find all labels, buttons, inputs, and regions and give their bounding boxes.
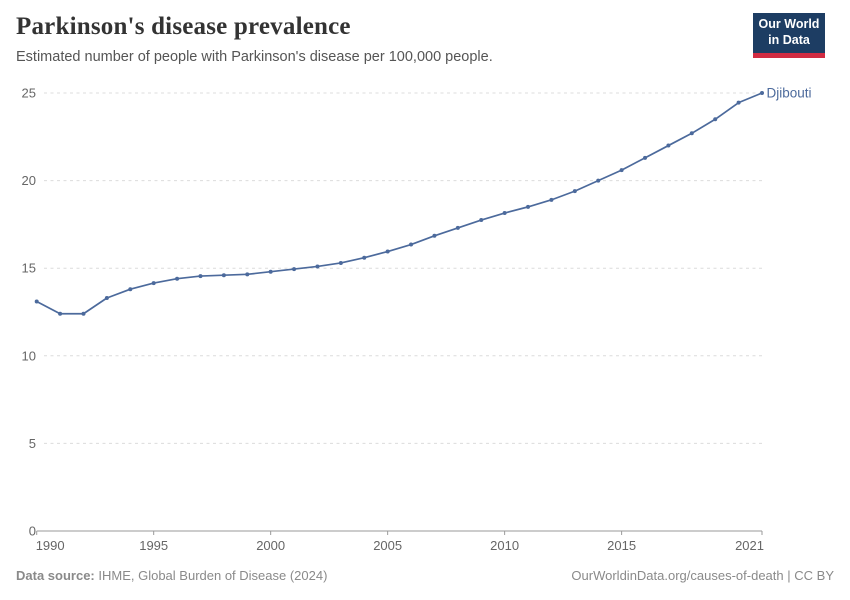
x-tick-label: 2021	[735, 538, 764, 553]
data-point	[245, 272, 250, 277]
x-tick-label: 2010	[490, 538, 519, 553]
data-point	[315, 264, 320, 269]
data-point	[409, 242, 414, 247]
chart-header: Parkinson's disease prevalence Estimated…	[16, 13, 834, 65]
data-point	[713, 117, 718, 122]
chart-subtitle: Estimated number of people with Parkinso…	[16, 49, 493, 65]
series-line-djibouti	[35, 92, 763, 315]
data-point	[175, 276, 180, 281]
data-point	[221, 273, 226, 278]
data-point	[549, 197, 554, 202]
data-point	[736, 100, 741, 105]
x-tick-label: 2015	[607, 538, 636, 553]
y-tick-label: 10	[22, 348, 36, 363]
license-link[interactable]: CC BY	[794, 568, 834, 583]
owid-logo[interactable]: Our World in Data	[753, 13, 825, 58]
data-source: Data source: IHME, Global Burden of Dise…	[16, 568, 327, 583]
data-point	[432, 233, 437, 238]
x-tick-label: 1990	[36, 538, 65, 553]
data-point	[502, 211, 507, 216]
data-point	[760, 91, 764, 95]
data-point	[643, 155, 648, 160]
x-tick-label: 2005	[373, 538, 402, 553]
data-source-text: IHME, Global Burden of Disease (2024)	[98, 568, 328, 583]
data-point	[596, 178, 601, 183]
data-point	[689, 131, 694, 136]
y-tick-label: 15	[22, 261, 36, 276]
data-point	[104, 295, 109, 300]
data-point	[526, 204, 531, 209]
data-point	[58, 311, 63, 316]
data-point	[198, 274, 203, 279]
data-point	[362, 255, 367, 260]
data-point	[455, 225, 460, 230]
data-point	[151, 281, 156, 286]
owid-url-link[interactable]: OurWorldinData.org/causes-of-death	[571, 568, 784, 583]
credit-separator: |	[787, 568, 791, 583]
data-point	[619, 168, 624, 173]
chart-footer: Data source: IHME, Global Burden of Dise…	[16, 568, 834, 583]
y-tick-label: 25	[22, 86, 36, 101]
entity-label[interactable]: Djibouti	[767, 86, 812, 101]
x-tick-label: 2000	[256, 538, 285, 553]
page-title: Parkinson's disease prevalence	[16, 13, 351, 40]
owid-logo-line2: in Data	[768, 33, 810, 47]
data-point	[338, 260, 343, 265]
data-point	[666, 143, 671, 148]
data-point	[292, 267, 297, 272]
data-point	[34, 299, 39, 304]
data-point	[81, 311, 86, 316]
x-tick-label: 1995	[139, 538, 168, 553]
credit-line: OurWorldinData.org/causes-of-death | CC …	[571, 568, 834, 583]
y-tick-label: 0	[29, 524, 36, 539]
owid-logo-line1: Our World	[758, 17, 820, 32]
data-point	[572, 189, 577, 194]
data-point	[128, 287, 133, 292]
data-point	[479, 218, 484, 223]
data-source-label: Data source:	[16, 568, 95, 583]
y-tick-label: 20	[22, 173, 36, 188]
data-point	[385, 249, 390, 254]
data-point	[268, 269, 273, 274]
y-tick-label: 5	[29, 436, 36, 451]
